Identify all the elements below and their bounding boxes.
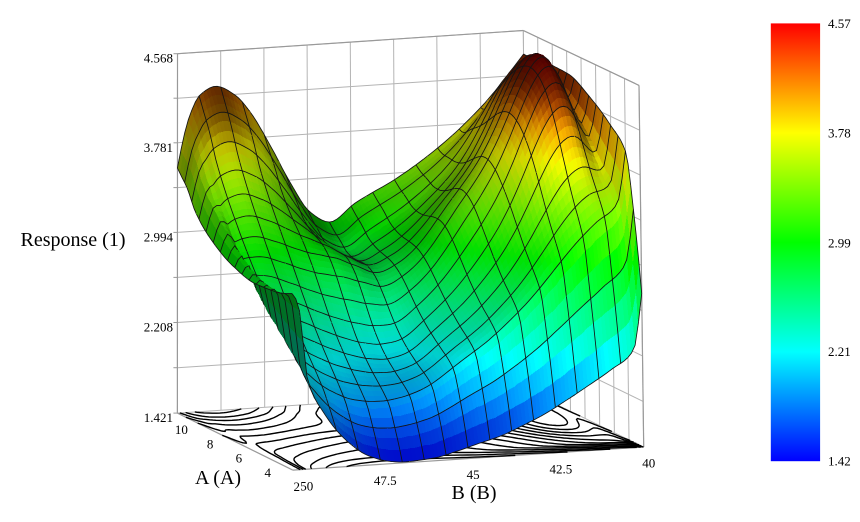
svg-text:4.57: 4.57 [828, 16, 851, 31]
svg-text:42.5: 42.5 [550, 461, 573, 476]
svg-text:8: 8 [207, 436, 214, 451]
svg-text:10: 10 [175, 422, 188, 437]
svg-text:50: 50 [300, 479, 313, 494]
svg-text:3.781: 3.781 [144, 140, 173, 155]
svg-text:4.568: 4.568 [144, 51, 173, 66]
svg-text:2.994: 2.994 [144, 229, 174, 244]
svg-text:2: 2 [293, 479, 300, 494]
svg-text:2.208: 2.208 [144, 320, 173, 335]
svg-text:2.99: 2.99 [828, 236, 851, 251]
svg-text:45: 45 [467, 467, 480, 482]
svg-text:2.21: 2.21 [828, 344, 851, 359]
svg-text:40: 40 [642, 456, 655, 471]
svg-text:B (B): B (B) [452, 482, 497, 504]
svg-text:47.5: 47.5 [374, 473, 397, 488]
svg-text:3.78: 3.78 [828, 126, 851, 141]
svg-text:A (A): A (A) [195, 467, 241, 489]
svg-text:4: 4 [265, 465, 272, 480]
svg-text:1.421: 1.421 [144, 410, 173, 425]
svg-text:1.42: 1.42 [828, 454, 851, 469]
svg-text:6: 6 [236, 451, 243, 466]
svg-text:Response (1): Response (1) [21, 229, 126, 251]
